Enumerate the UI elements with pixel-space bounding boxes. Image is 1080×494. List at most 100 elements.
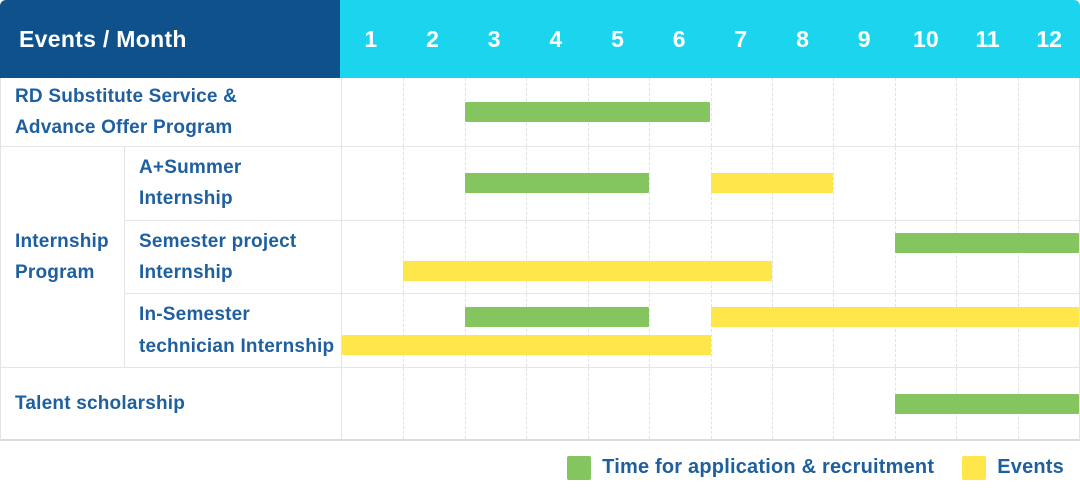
subrow-label-cell: A+Summer Internship — [124, 147, 341, 220]
legend-label-application: Time for application & recruitment — [602, 456, 935, 478]
month-label: 3 — [487, 25, 501, 52]
month-gridline — [1017, 220, 1019, 294]
month-label: 5 — [611, 25, 624, 52]
month-label: 2 — [426, 25, 439, 52]
application-bar — [464, 173, 650, 194]
month-gridline — [956, 78, 958, 146]
legend-item-application: Time for application & recruitment — [567, 455, 935, 480]
events-bar — [342, 334, 711, 355]
month-label: 10 — [913, 25, 939, 52]
row-in-semester-technician-internship: In-Semester technician Internship — [124, 294, 1079, 368]
events-bar — [710, 173, 834, 194]
month-gridline — [894, 294, 896, 368]
events-color-swatch — [962, 455, 987, 480]
row-label: Talent scholarship — [15, 392, 186, 414]
timeline-track-semester-project — [341, 220, 1079, 294]
month-gridline — [1017, 78, 1019, 146]
table-header-row: Events / Month 1 2 3 4 5 6 7 8 9 10 11 12 — [0, 0, 1080, 78]
legend-item-events: Events — [962, 455, 1064, 480]
month-gridline — [710, 220, 712, 294]
events-bar — [403, 261, 772, 281]
month-gridline — [771, 294, 773, 368]
subrow-label: A+Summer Internship — [139, 156, 242, 210]
month-gridline — [894, 78, 896, 146]
subrow-label-cell: Semester project Internship — [124, 220, 341, 294]
month-gridline — [710, 78, 712, 146]
month-label: 12 — [1036, 25, 1062, 52]
group-label: Internship Program — [15, 230, 109, 283]
timeline-track-talent-scholarship — [341, 368, 1079, 439]
month-gridline — [710, 368, 712, 439]
month-gridline — [894, 220, 896, 294]
month-gridline — [403, 147, 405, 220]
month-gridline — [403, 368, 405, 439]
month-gridline — [587, 220, 589, 294]
events-month-header-cell: Events / Month — [0, 0, 340, 78]
month-gridline — [1017, 147, 1019, 220]
application-color-swatch — [567, 455, 592, 480]
month-gridline — [526, 220, 528, 294]
month-label: 4 — [549, 25, 563, 52]
month-gridline — [464, 294, 466, 368]
month-gridline — [833, 368, 835, 439]
row-talent-scholarship: Talent scholarship — [1, 368, 1079, 439]
month-gridline — [649, 368, 651, 439]
month-gridline — [833, 220, 835, 294]
month-gridline — [956, 147, 958, 220]
month-gridline — [526, 294, 528, 368]
month-gridline — [1017, 294, 1019, 368]
month-gridline — [833, 294, 835, 368]
month-gridline — [526, 368, 528, 439]
row-group-internship-program: Internship Program A+Summer Internship S… — [1, 147, 1079, 368]
subrow-label: In-Semester technician Internship — [139, 304, 335, 357]
month-gridline — [894, 147, 896, 220]
month-gridline — [587, 294, 589, 368]
group-label-cell: Internship Program — [1, 147, 124, 367]
row-label-cell: Talent scholarship — [1, 368, 341, 439]
internship-program-subrows: A+Summer Internship Semester project Int… — [124, 147, 1079, 368]
month-gridline — [710, 294, 712, 368]
month-label: 11 — [975, 25, 1000, 52]
month-gridline — [833, 147, 835, 220]
month-gridline — [649, 294, 651, 368]
events-bar — [710, 306, 1079, 327]
row-semester-project-internship: Semester project Internship — [124, 220, 1079, 295]
month-gridline — [464, 220, 466, 294]
timeline-track-in-semester-technician — [341, 294, 1079, 368]
application-bar — [464, 102, 711, 122]
row-a-plus-summer-internship: A+Summer Internship — [124, 147, 1079, 221]
timeline-track-a-plus-summer — [341, 147, 1079, 220]
month-label: 8 — [796, 25, 809, 52]
month-label: 6 — [672, 25, 686, 52]
month-gridline — [956, 294, 958, 368]
subrow-label: Semester project Internship — [139, 230, 297, 283]
gantt-table-body: RD Substitute Service & Advance Offer Pr… — [0, 78, 1080, 441]
month-label: 7 — [734, 25, 748, 52]
month-gridline — [771, 368, 773, 439]
month-gridline — [956, 220, 958, 294]
month-gridline — [403, 220, 405, 294]
subrow-label-cell: In-Semester technician Internship — [124, 294, 341, 368]
application-bar — [464, 306, 650, 327]
month-gridline — [649, 147, 651, 220]
month-label: 9 — [857, 25, 871, 52]
timeline-track-rd-substitute — [341, 78, 1079, 146]
legend-label-events: Events — [997, 456, 1064, 478]
month-gridline — [403, 78, 405, 146]
month-header-cells: 1 2 3 4 5 6 7 8 9 10 11 12 — [340, 0, 1080, 78]
row-label-cell: RD Substitute Service & Advance Offer Pr… — [1, 78, 341, 146]
application-bar — [894, 233, 1079, 253]
application-bar — [894, 393, 1079, 414]
month-label: 1 — [364, 25, 378, 52]
row-rd-substitute-service: RD Substitute Service & Advance Offer Pr… — [1, 78, 1079, 147]
month-gridline — [587, 368, 589, 439]
month-gridline — [771, 220, 773, 294]
month-gridline — [771, 78, 773, 146]
row-label: RD Substitute Service & Advance Offer Pr… — [15, 85, 238, 138]
month-gridline — [403, 294, 405, 368]
legend: Time for application & recruitment Event… — [0, 441, 1080, 494]
month-gridline — [833, 78, 835, 146]
month-gridline — [464, 368, 466, 439]
month-gridline — [649, 220, 651, 294]
